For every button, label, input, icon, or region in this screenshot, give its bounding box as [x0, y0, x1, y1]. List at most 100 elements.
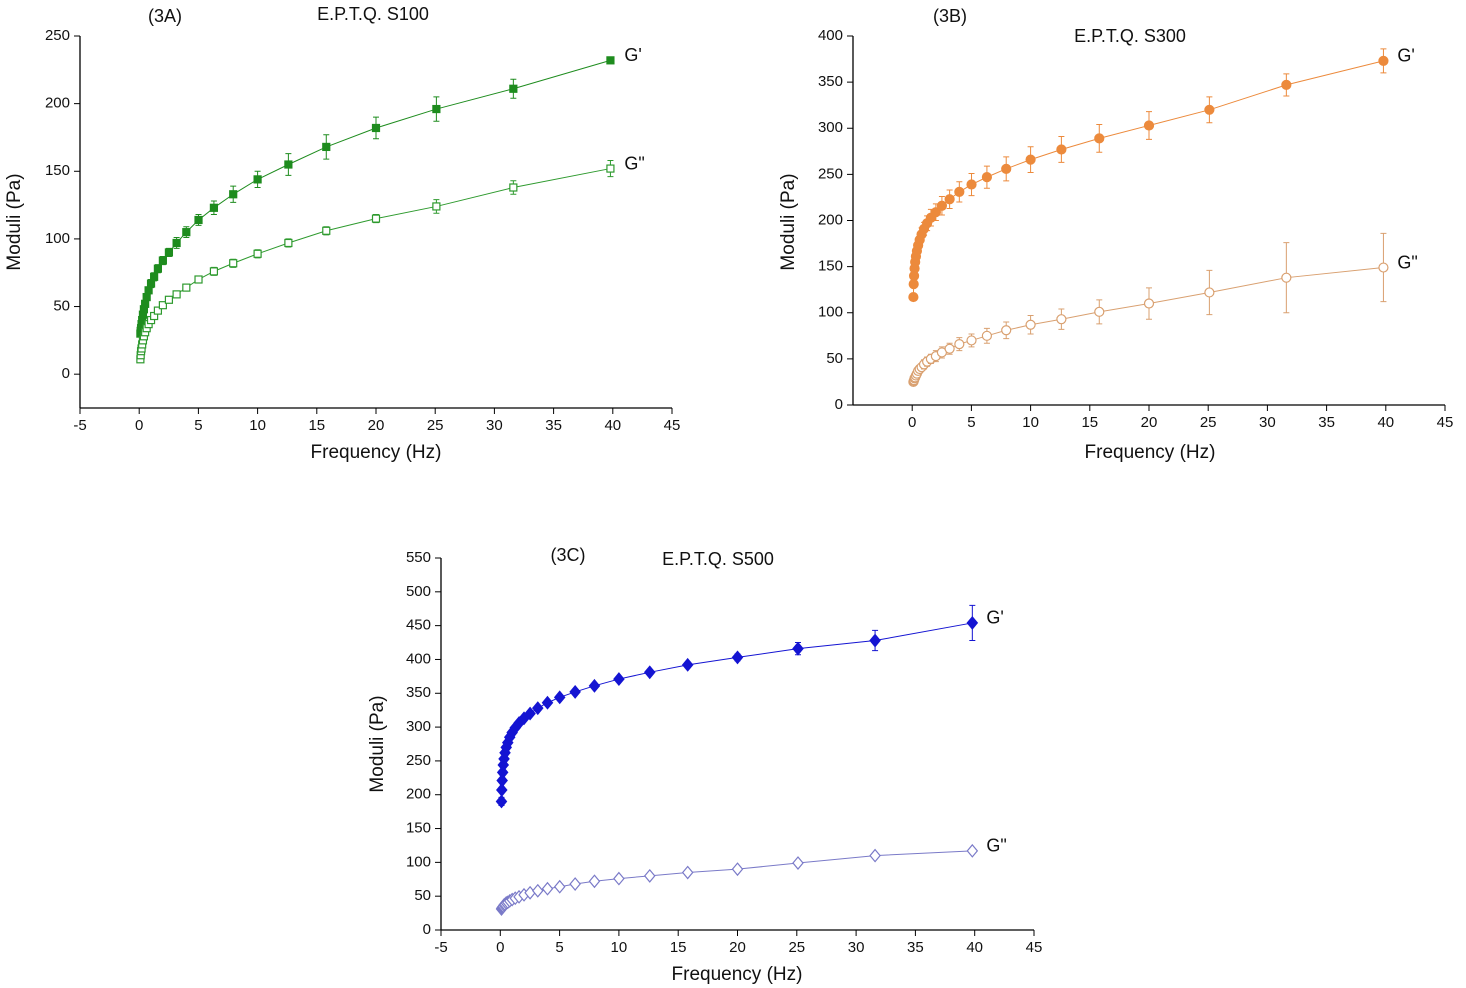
series: G" [495, 836, 1007, 916]
marker [524, 706, 536, 721]
x-tick-label: 40 [604, 417, 621, 434]
marker [966, 335, 977, 346]
x-tick-label: 20 [368, 417, 385, 434]
series: G" [908, 232, 1418, 388]
marker [496, 765, 509, 780]
marker [606, 164, 615, 173]
y-tick-label: 100 [406, 853, 431, 870]
y-tick-label: 150 [45, 162, 70, 179]
marker [253, 175, 262, 184]
y-tick-label: 350 [818, 73, 843, 90]
marker [141, 299, 150, 308]
marker [194, 215, 203, 225]
marker [1143, 120, 1155, 131]
chart-title: E.P.T.Q. S500 [662, 549, 774, 569]
marker [954, 339, 965, 350]
marker [954, 186, 965, 198]
marker [164, 248, 174, 257]
marker [981, 172, 993, 183]
x-tick-label: 0 [908, 414, 916, 431]
series-label: G' [1397, 46, 1414, 66]
y-axis-label: Moduli (Pa) [4, 173, 25, 270]
y-tick-label: 150 [818, 258, 843, 275]
series-line [139, 59, 611, 334]
marker [322, 142, 331, 152]
y-tick-label: 350 [406, 684, 431, 701]
marker [1094, 133, 1105, 144]
marker [531, 701, 544, 716]
marker [229, 190, 238, 199]
y-tick-label: 50 [414, 887, 431, 904]
marker [606, 56, 615, 65]
marker [643, 665, 656, 680]
series: G' [136, 45, 642, 338]
marker [371, 214, 381, 223]
marker [792, 641, 804, 656]
y-tick-label: 550 [406, 549, 431, 566]
x-tick-label: 15 [670, 939, 687, 956]
marker [164, 295, 174, 304]
x-tick-label: 35 [1318, 414, 1335, 431]
marker [371, 123, 381, 133]
y-tick-label: 200 [45, 95, 70, 112]
x-tick-label: -5 [434, 939, 447, 956]
x-tick-label: 30 [486, 417, 503, 434]
x-tick-label: 0 [496, 939, 504, 956]
marker [322, 226, 331, 235]
marker [966, 843, 979, 858]
y-tick-label: 50 [53, 298, 70, 315]
panel-label: (3A) [148, 6, 182, 26]
marker [432, 104, 441, 114]
x-tick-label: 45 [1437, 414, 1454, 431]
marker [150, 272, 159, 281]
marker [432, 202, 441, 211]
marker [495, 794, 508, 809]
marker [681, 865, 694, 880]
marker [1025, 154, 1036, 165]
marker [284, 160, 293, 169]
x-tick-label: 0 [135, 417, 143, 434]
x-tick-label: 15 [1081, 414, 1098, 431]
marker [981, 330, 993, 341]
panel: (3A) E.P.T.Q. S100 Frequency (Hz) Moduli (P… [4, 4, 680, 463]
marker [541, 695, 554, 710]
series: G" [136, 153, 645, 364]
y-tick-label: 0 [835, 396, 843, 413]
marker [553, 879, 566, 894]
x-tick-label: 10 [1022, 414, 1039, 431]
marker [908, 291, 919, 303]
marker [496, 773, 508, 788]
marker [1281, 272, 1292, 283]
marker [531, 883, 544, 898]
series-line [500, 622, 973, 802]
marker [792, 856, 804, 870]
marker [1001, 325, 1012, 336]
marker [509, 84, 518, 93]
marker [643, 868, 656, 883]
y-tick-label: 300 [406, 718, 431, 735]
marker [966, 179, 977, 190]
marker [253, 249, 262, 258]
marker [1001, 163, 1012, 174]
marker [1094, 306, 1105, 317]
series-label: G" [624, 153, 644, 173]
marker [1025, 319, 1036, 330]
x-tick-label: 25 [1200, 414, 1217, 431]
panel: (3B) E.P.T.Q. S300 Frequency (Hz) Moduli (P… [778, 6, 1453, 463]
marker [1378, 55, 1389, 67]
y-tick-label: 100 [818, 304, 843, 321]
series-line [139, 168, 611, 360]
marker [153, 306, 163, 315]
x-tick-label: 20 [729, 939, 746, 956]
marker [541, 881, 554, 896]
marker [569, 684, 581, 699]
y-tick-label: 250 [45, 27, 70, 44]
panel: (3C) E.P.T.Q. S500 Frequency (Hz) Moduli (P… [367, 545, 1042, 985]
marker [681, 657, 694, 672]
y-tick-label: 0 [62, 365, 70, 382]
y-tick-label: 300 [818, 119, 843, 136]
y-tick-label: 150 [406, 820, 431, 837]
x-tick-label: 25 [788, 939, 805, 956]
y-tick-label: 500 [406, 583, 431, 600]
y-axis-label: Moduli (Pa) [367, 695, 388, 792]
